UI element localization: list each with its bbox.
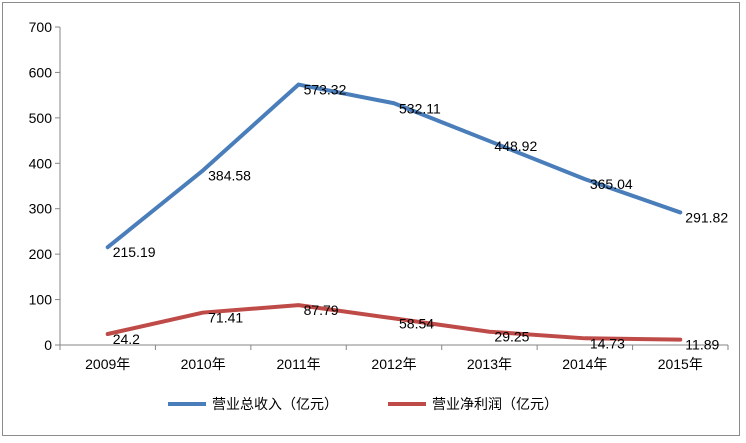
y-tick-label: 700 [29, 19, 53, 35]
legend-label-1: 营业总收入（亿元） [212, 397, 338, 413]
data-label: 291.82 [685, 209, 728, 225]
y-tick-label: 200 [29, 246, 53, 262]
y-tick-label: 500 [29, 110, 53, 126]
data-label: 87.79 [304, 302, 339, 318]
x-tick-label: 2010年 [181, 356, 226, 372]
series-line-1 [105, 82, 683, 250]
data-label: 14.73 [590, 335, 625, 351]
x-tick-label: 2011年 [277, 356, 321, 372]
data-label: 29.25 [494, 329, 529, 345]
data-label: 24.2 [113, 331, 140, 347]
data-label: 11.89 [685, 337, 719, 353]
data-label: 384.58 [208, 167, 251, 183]
data-label: 532.11 [399, 100, 441, 116]
y-tick-label: 0 [44, 337, 52, 353]
x-tick-label: 2014年 [562, 356, 607, 372]
data-label: 58.54 [399, 315, 434, 331]
y-tick-label: 600 [29, 64, 53, 80]
data-label: 365.04 [590, 176, 633, 192]
x-tick-label: 2012年 [371, 356, 416, 372]
chart-frame [2, 2, 740, 436]
x-tick-label: 2013年 [467, 356, 512, 372]
data-label: 448.92 [494, 138, 537, 154]
x-tick-label: 2015年 [658, 356, 703, 372]
data-label: 573.32 [304, 82, 347, 98]
data-label: 71.41 [208, 310, 243, 326]
y-tick-label: 400 [29, 155, 53, 171]
data-label: 215.19 [113, 244, 156, 260]
x-tick-label: 2009年 [85, 356, 130, 372]
y-tick-label: 100 [29, 292, 53, 308]
series-line-2 [105, 303, 683, 342]
legend-label-2: 营业净利润（亿元） [432, 397, 558, 413]
y-tick-label: 300 [29, 201, 53, 217]
